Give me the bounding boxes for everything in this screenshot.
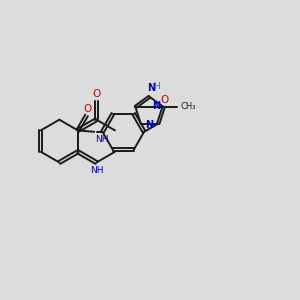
Text: N: N — [153, 100, 161, 110]
Text: H: H — [153, 82, 159, 91]
Text: O: O — [92, 89, 101, 100]
Text: N: N — [145, 120, 153, 130]
Text: N: N — [147, 83, 155, 93]
Text: O: O — [160, 94, 169, 105]
Text: CH₃: CH₃ — [180, 102, 196, 111]
Text: O: O — [84, 104, 92, 114]
Text: NH: NH — [95, 135, 109, 144]
Text: NH: NH — [90, 166, 103, 175]
